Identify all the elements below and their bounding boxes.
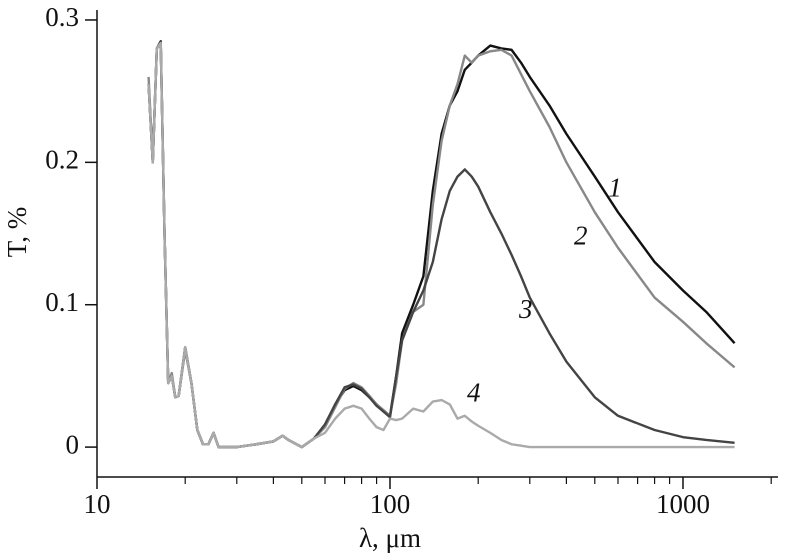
x-tick-label: 100 bbox=[370, 489, 411, 519]
y-tick-label: 0.3 bbox=[45, 2, 79, 32]
y-tick-label: 0.2 bbox=[45, 145, 79, 175]
series-label: 3 bbox=[518, 294, 533, 324]
x-axis-label: λ, μm bbox=[359, 523, 421, 553]
y-tick-label: 0.1 bbox=[45, 287, 79, 317]
series-label: 2 bbox=[574, 220, 588, 250]
series-line bbox=[147, 40, 736, 449]
series-line bbox=[147, 41, 735, 449]
y-tick-label: 0 bbox=[66, 429, 80, 459]
y-axis-label: T, % bbox=[2, 207, 32, 257]
series-label: 4 bbox=[467, 378, 481, 408]
series-line bbox=[147, 41, 735, 449]
x-tick-label: 1000 bbox=[656, 489, 710, 519]
series-label: 1 bbox=[608, 172, 622, 202]
x-tick-label: 10 bbox=[84, 489, 111, 519]
series-line bbox=[147, 42, 736, 449]
